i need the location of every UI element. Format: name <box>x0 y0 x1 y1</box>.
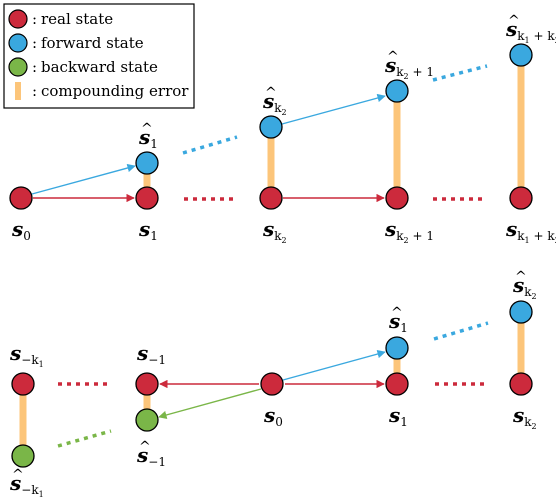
node-forward-hsk2p1 <box>385 79 409 103</box>
legend-forward-label: forward state <box>41 34 144 52</box>
hat-hsk2: ^ <box>265 85 277 101</box>
node-real-sk1k2 <box>509 186 533 210</box>
legend-real-swatch <box>8 9 28 29</box>
node-real-s1-bottom <box>385 372 409 396</box>
legend-forward-swatch <box>8 33 28 53</box>
legend: : real state : forward state : backward … <box>3 3 195 109</box>
legend-error-swatch <box>15 82 21 100</box>
hat-hsk2-bottom: ^ <box>515 269 527 285</box>
label-hsmk1: s−k1 <box>9 471 44 497</box>
legend-box <box>3 3 195 109</box>
label-hs1-bottom: s1 <box>388 309 408 335</box>
node-real-sk2 <box>259 186 283 210</box>
hat-hsmk1: ^ <box>12 467 24 483</box>
label-sk2-bottom: sk2 <box>512 403 537 431</box>
hat-hsk1k2: ^ <box>508 13 520 29</box>
legend-backward-swatch <box>8 57 28 77</box>
node-real-smk1 <box>11 372 35 396</box>
node-backward-hsm1 <box>135 408 159 432</box>
label-s0-bottom: s0 <box>263 403 283 429</box>
node-real-sk2p1 <box>385 186 409 210</box>
node-forward-hsk2 <box>259 115 283 139</box>
legend-error-colon: : <box>32 82 37 100</box>
hat-hs1: ^ <box>141 121 153 137</box>
label-hsk2p1: sk2 + 1 <box>384 53 434 81</box>
node-forward-hsk1k2 <box>509 43 533 67</box>
dots-green-bottom <box>57 429 112 448</box>
legend-real-colon: : <box>32 10 37 28</box>
node-real-s0-bottom <box>260 372 284 396</box>
legend-real-label: real state <box>41 10 113 28</box>
label-sk2: sk2 <box>262 217 287 245</box>
legend-forward-colon: : <box>32 34 37 52</box>
legend-error-label: compounding error <box>41 82 189 100</box>
label-hsk2-bottom: sk2 <box>512 273 537 301</box>
label-s1: s1 <box>138 217 158 243</box>
node-real-s1 <box>135 186 159 210</box>
label-hsk1k2: sk1 + k2 <box>505 17 556 45</box>
node-real-sm1 <box>135 372 159 396</box>
hat-hsm1: ^ <box>139 439 151 455</box>
arrow-hsk2-hsk2p1 <box>281 93 386 125</box>
top-diagram: s0 s1 sk2 sk2 + 1 sk1 + k2 s1 ^ sk2 ^ sk… <box>9 13 556 245</box>
node-backward-hsmk1 <box>11 444 35 468</box>
legend-backward-label: backward state <box>41 58 158 76</box>
arrow-s0-hs1-bottom <box>282 349 386 381</box>
node-real-sk2-bottom <box>509 372 533 396</box>
label-sk1k2: sk1 + k2 <box>505 217 556 245</box>
label-s0: s0 <box>11 217 31 243</box>
dots-blue-top-1 <box>182 135 238 155</box>
dots-blue-bottom <box>433 321 489 341</box>
label-s1-bottom: s1 <box>388 403 408 429</box>
dots-blue-top-2 <box>432 64 488 82</box>
hat-hsk2p1: ^ <box>387 49 399 65</box>
arrow-s0-hs1 <box>31 163 136 195</box>
label-hsk2: sk2 <box>262 89 287 117</box>
node-real-s0 <box>9 186 33 210</box>
label-hs1: s1 <box>138 125 158 151</box>
node-forward-hs1 <box>135 151 159 175</box>
label-sm1: s−1 <box>136 341 166 367</box>
arrow-s0-hsm1 <box>158 388 262 420</box>
label-sk2p1: sk2 + 1 <box>384 217 434 245</box>
label-hsm1: s−1 <box>136 443 166 469</box>
legend-backward-colon: : <box>32 58 37 76</box>
hat-hs1-bottom: ^ <box>391 305 403 321</box>
node-forward-hs1-bottom <box>385 336 409 360</box>
bottom-diagram: s−k1 s−1 s0 s1 sk2 s1 ^ sk2 ^ s−1 ^ s−k1… <box>9 269 537 497</box>
node-forward-hsk2-bottom <box>509 300 533 324</box>
label-smk1: s−k1 <box>9 341 44 369</box>
